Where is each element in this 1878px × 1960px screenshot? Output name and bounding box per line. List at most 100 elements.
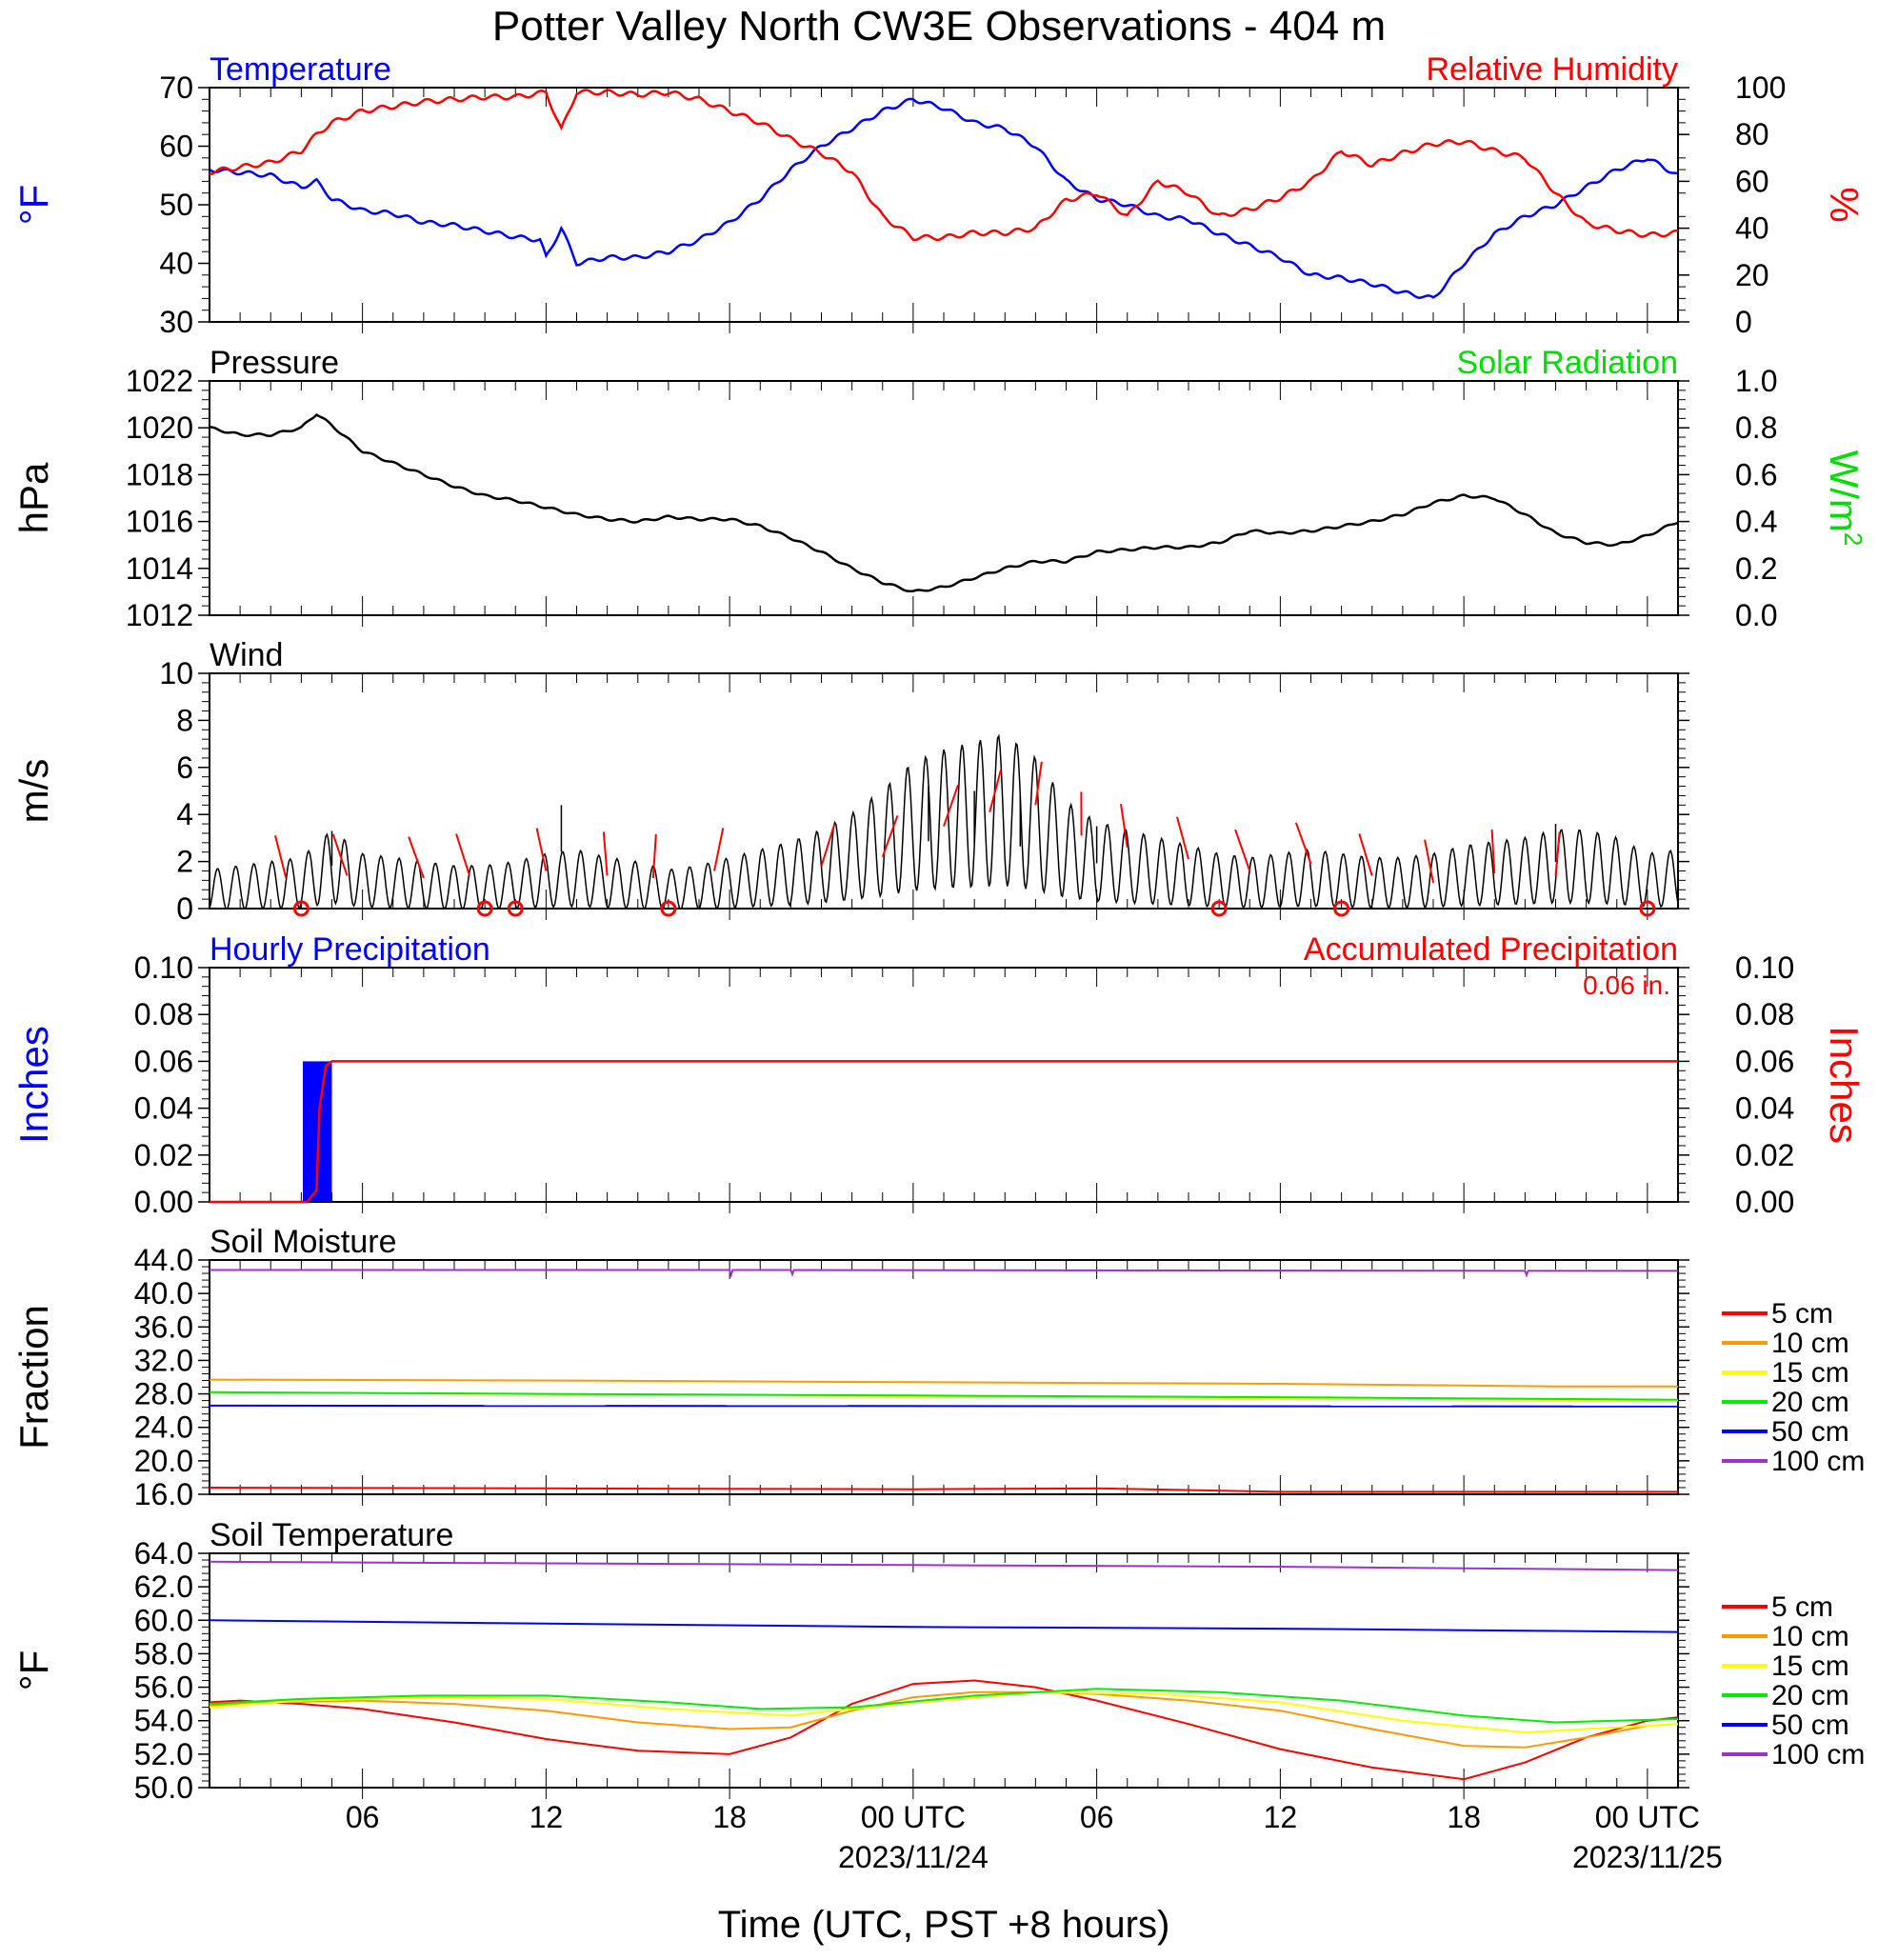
y-tick-label-left: 40.0: [134, 1276, 193, 1310]
y-tick-label-left: 50: [159, 188, 193, 222]
y-axis-label-left: Fraction: [11, 1305, 56, 1450]
wind-barb: [1358, 833, 1373, 876]
y-tick-label-left: 28.0: [134, 1377, 193, 1411]
y-tick-label-right: 20: [1735, 258, 1769, 292]
wind-barb: [1234, 829, 1251, 871]
y-tick-label-left: 64.0: [134, 1536, 193, 1570]
y-tick-label-left: 20.0: [134, 1444, 193, 1478]
wind-barb: [1175, 816, 1189, 860]
y-tick-label-right: 0.8: [1735, 410, 1777, 445]
y-tick-label-left: 1012: [126, 598, 193, 632]
y-tick-label-left: 52.0: [134, 1737, 193, 1771]
plot-frame: [209, 87, 1679, 323]
panel-right-title: Relative Humidity: [1426, 51, 1678, 88]
plot-frame: [209, 1552, 1679, 1789]
unit-superscript: 2: [1839, 532, 1868, 546]
y-tick-label-left: 54.0: [134, 1704, 193, 1738]
y-tick-label-right: 0.06: [1735, 1044, 1794, 1078]
y-axis-label-left: m/s: [11, 759, 56, 824]
wind-barb: [1034, 761, 1043, 806]
legend-label: 5 cm: [1771, 1298, 1833, 1330]
series-depth_20: [209, 1390, 1679, 1401]
calm-marker: [507, 900, 524, 917]
x-tick-label: 12: [529, 1800, 564, 1834]
y-tick-label-left: 6: [176, 750, 193, 785]
x-tick-label: 06: [1080, 1800, 1114, 1834]
series-depth_5: [209, 1487, 1678, 1493]
wind-barb: [602, 831, 609, 876]
legend-label: 100 cm: [1771, 1446, 1865, 1477]
panel-left-title: Soil Temperature: [210, 1517, 453, 1553]
wind-barb: [820, 824, 836, 867]
y-axis-label-left: hPa: [11, 462, 56, 533]
series-temperature: [209, 97, 1679, 299]
y-tick-label-left: 4: [176, 797, 193, 831]
y-tick-label-left: 0: [176, 891, 193, 926]
legend-label: 10 cm: [1771, 1328, 1849, 1359]
x-date-label: 2023/11/24: [838, 1840, 989, 1874]
panel-wind: 0 2 4 6 8 10 Wind m/s: [11, 637, 1689, 926]
panel-left-title: Wind: [210, 637, 283, 673]
y-tick-label-right: 0.2: [1735, 551, 1777, 586]
panel-temp_rh: 30 40 50 60 70 0 20 40 60 80 100 Temperature Relativ…: [11, 51, 1867, 339]
panel-left-title: Soil Moisture: [210, 1224, 397, 1260]
y-tick-label-right: 40: [1735, 211, 1769, 246]
y-tick-label-left: 8: [176, 703, 193, 737]
legend-label: 5 cm: [1771, 1591, 1833, 1623]
plot-frame: [209, 672, 1679, 910]
y-tick-label-left: 24.0: [134, 1410, 193, 1445]
x-tick-label: 18: [712, 1800, 747, 1834]
y-tick-label-left: 1020: [126, 410, 193, 445]
legend-label: 50 cm: [1771, 1710, 1849, 1741]
x-tick-label: 00 UTC: [861, 1800, 966, 1834]
y-tick-label-right: 0.0: [1735, 598, 1777, 632]
y-tick-label-left: 0.04: [134, 1091, 193, 1126]
calm-marker: [292, 900, 310, 917]
wind-barb: [989, 770, 1002, 812]
y-tick-label-right: 0.6: [1735, 457, 1777, 491]
y-axis-label-left: °F: [11, 1650, 56, 1690]
y-tick-label-left: 40: [159, 247, 193, 281]
series-depth_10: [209, 1690, 1679, 1749]
y-axis-label-left: Inches: [11, 1026, 56, 1144]
series-accumulated: [210, 1060, 1678, 1204]
y-tick-label-right: 0.04: [1735, 1091, 1794, 1126]
x-axis: Time (UTC, PST +8 hours) 06 12 18 00 UTC 06 1…: [346, 1800, 1723, 1946]
x-axis-label: Time (UTC, PST +8 hours): [718, 1904, 1170, 1946]
y-tick-label-left: 60.0: [134, 1603, 193, 1637]
y-tick-label-left: 0.00: [134, 1185, 193, 1219]
panel-pressure: 1012 1014 1016 1018 1020 1022 0.0 0.2 0.4 0.6 0.8 1…: [11, 345, 1868, 632]
series-wind: [209, 733, 1679, 910]
y-axis-label-right: W/m2: [1822, 450, 1868, 547]
legend-label: 15 cm: [1771, 1650, 1849, 1682]
legend-label: 20 cm: [1771, 1680, 1849, 1711]
series-depth_10: [209, 1378, 1678, 1388]
panel-left-title: Pressure: [210, 345, 339, 381]
wind-barb: [1120, 804, 1129, 848]
series-depth_100: [209, 1560, 1679, 1571]
plot-frame: [209, 380, 1679, 616]
y-tick-label-left: 1022: [126, 364, 193, 398]
panel-left-title: Temperature: [210, 51, 391, 88]
series-humidity: [210, 89, 1679, 242]
chart-title: Potter Valley North CW3E Observations - …: [492, 3, 1386, 50]
series-depth_50: [209, 1404, 1679, 1408]
legend-label: 100 cm: [1771, 1739, 1865, 1770]
wind-barb: [651, 833, 657, 878]
wind-barb: [943, 784, 959, 827]
y-tick-label-left: 0.06: [134, 1044, 193, 1078]
wind-barb: [1424, 839, 1434, 884]
x-tick-label: 06: [346, 1800, 380, 1834]
y-tick-label-left: 16.0: [134, 1477, 193, 1511]
x-tick-label: 00 UTC: [1595, 1800, 1700, 1834]
y-tick-label-right: 0.00: [1735, 1185, 1794, 1219]
y-tick-label-left: 36.0: [134, 1310, 193, 1344]
y-axis-label-right: Inches: [1822, 1026, 1867, 1144]
plot-frame: [209, 967, 1679, 1203]
y-axis-label-right: %: [1822, 187, 1867, 222]
y-tick-label-left: 1016: [126, 505, 193, 539]
y-axis-label-left: °F: [11, 185, 56, 225]
y-tick-label-left: 0.10: [134, 950, 193, 985]
